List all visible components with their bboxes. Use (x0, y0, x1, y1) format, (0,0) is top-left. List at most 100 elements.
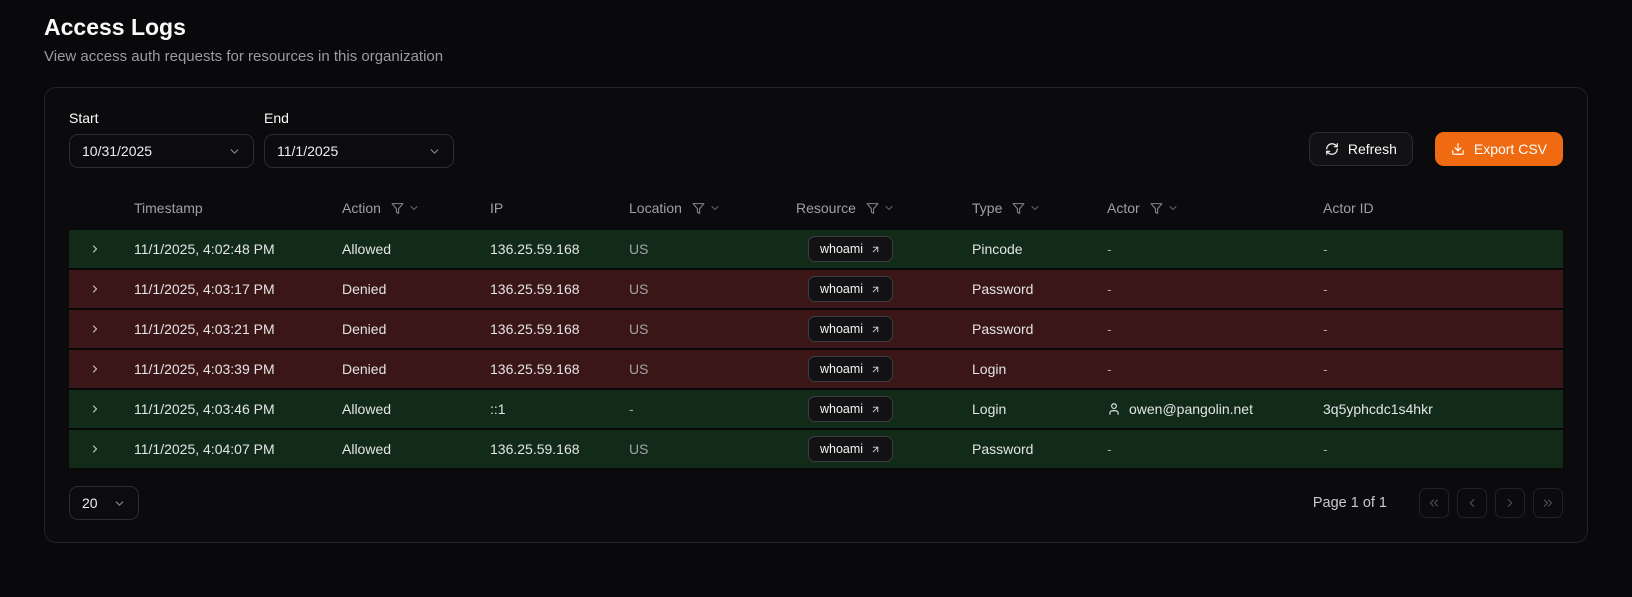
expand-chevron-icon[interactable] (89, 363, 101, 375)
actor-email: owen@pangolin.net (1129, 401, 1253, 417)
cell-location: US (629, 281, 649, 297)
col-actor-label: Actor (1107, 200, 1140, 216)
resource-badge-link[interactable]: whoami (808, 356, 894, 382)
filter-icon (1012, 202, 1025, 214)
col-action-label: Action (342, 200, 381, 216)
table-row[interactable]: 11/1/2025, 4:02:48 PM Allowed 136.25.59.… (69, 230, 1563, 270)
chevron-down-icon (230, 148, 239, 154)
first-page-button[interactable] (1419, 488, 1449, 518)
external-link-icon (872, 366, 879, 372)
chevron-right-icon (1507, 498, 1513, 508)
end-date-value: 11/1/2025 (277, 143, 339, 159)
next-page-button[interactable] (1495, 488, 1525, 518)
page-info: Page 1 of 1 (1312, 495, 1387, 511)
chevron-down-icon (1031, 206, 1039, 210)
user-icon (1109, 403, 1119, 415)
start-date-select[interactable]: 10/31/2025 (69, 134, 254, 168)
expand-chevron-icon[interactable] (89, 283, 101, 295)
table-row[interactable]: 11/1/2025, 4:03:17 PM Denied 136.25.59.1… (69, 270, 1563, 310)
resource-name: whoami (820, 322, 864, 336)
chevron-down-icon (1169, 206, 1177, 210)
resource-name: whoami (820, 442, 864, 456)
col-location-label: Location (629, 200, 682, 216)
end-date-select[interactable]: 11/1/2025 (264, 134, 454, 168)
cell-action: Allowed (342, 401, 392, 417)
col-actor-id-label: Actor ID (1323, 200, 1374, 216)
cell-ip: 136.25.59.168 (490, 441, 580, 457)
refresh-label: Refresh (1347, 141, 1397, 157)
cell-ip: 136.25.59.168 (490, 281, 580, 297)
table-row[interactable]: 11/1/2025, 4:03:21 PM Denied 136.25.59.1… (69, 310, 1563, 350)
cell-action: Denied (342, 321, 387, 337)
chevron-left-icon (1469, 498, 1475, 508)
resource-filter-button[interactable] (866, 202, 895, 215)
chevrons-right-icon (1543, 499, 1553, 507)
expand-chevron-icon[interactable] (89, 323, 101, 335)
logs-card: Start 10/31/2025 End 11/1/2025 (44, 87, 1588, 543)
start-date-group: Start 10/31/2025 (69, 110, 254, 168)
filter-icon (1150, 202, 1163, 214)
chevron-down-icon (430, 148, 439, 154)
col-resource-label: Resource (796, 200, 856, 216)
cell-actor-id: - (1323, 361, 1328, 377)
external-link-icon (872, 286, 879, 292)
type-filter-button[interactable] (1012, 202, 1041, 215)
external-link-icon (872, 406, 879, 412)
table-row[interactable]: 11/1/2025, 4:04:07 PM Allowed 136.25.59.… (69, 430, 1563, 470)
expand-chevron-icon[interactable] (89, 443, 101, 455)
action-filter-button[interactable] (391, 202, 420, 215)
cell-type: Pincode (972, 241, 1023, 257)
page-title: Access Logs (44, 14, 186, 40)
cell-timestamp: 11/1/2025, 4:03:21 PM (134, 321, 275, 337)
table-actions: Refresh Export CSV (1308, 132, 1563, 166)
cell-timestamp: 11/1/2025, 4:02:48 PM (134, 241, 275, 257)
resource-badge-link[interactable]: whoami (808, 236, 894, 262)
cell-actor: - (1107, 281, 1112, 297)
cell-actor-id: - (1323, 321, 1328, 337)
pagination-controls (1419, 488, 1563, 518)
col-location: Location (629, 200, 796, 216)
cell-ip: 136.25.59.168 (490, 321, 580, 337)
col-timestamp-label: Timestamp (134, 200, 203, 216)
page-size-select[interactable]: 20 (69, 486, 139, 520)
external-link-icon (872, 446, 879, 452)
table-row[interactable]: 11/1/2025, 4:03:46 PM Allowed ::1 - whoa… (69, 390, 1563, 430)
col-ip: IP (490, 200, 629, 216)
resource-badge-link[interactable]: whoami (808, 316, 894, 342)
table-row[interactable]: 11/1/2025, 4:03:39 PM Denied 136.25.59.1… (69, 350, 1563, 390)
access-logs-table: Timestamp Action IP Location (69, 186, 1563, 470)
cell-actor: - (1107, 321, 1112, 337)
resource-badge-link[interactable]: whoami (808, 396, 894, 422)
resource-badge-link[interactable]: whoami (808, 436, 894, 462)
filter-icon (866, 202, 879, 214)
refresh-button[interactable]: Refresh (1308, 132, 1413, 166)
resource-badge-link[interactable]: whoami (808, 276, 894, 302)
cell-timestamp: 11/1/2025, 4:04:07 PM (134, 441, 275, 457)
location-filter-button[interactable] (692, 202, 721, 215)
cell-ip: 136.25.59.168 (490, 361, 580, 377)
controls-bar: Start 10/31/2025 End 11/1/2025 (69, 110, 1563, 168)
export-csv-button[interactable]: Export CSV (1434, 132, 1563, 166)
col-actor: Actor (1107, 200, 1323, 216)
date-filters: Start 10/31/2025 End 11/1/2025 (69, 110, 454, 168)
table-header: Timestamp Action IP Location (69, 186, 1563, 230)
cell-type: Login (972, 401, 1007, 417)
cell-actor: - (1107, 441, 1112, 457)
download-icon (1452, 143, 1464, 155)
previous-page-button[interactable] (1457, 488, 1487, 518)
expand-chevron-icon[interactable] (89, 243, 101, 255)
table-footer: 20 Page 1 of 1 (69, 486, 1563, 520)
cell-location: US (629, 361, 649, 377)
expand-chevron-icon[interactable] (89, 403, 101, 415)
external-link-icon (872, 246, 879, 252)
end-date-label: End (264, 110, 289, 126)
resource-name: whoami (820, 282, 864, 296)
last-page-button[interactable] (1533, 488, 1563, 518)
col-ip-label: IP (490, 200, 504, 216)
cell-action: Denied (342, 281, 387, 297)
actor-filter-button[interactable] (1150, 202, 1179, 215)
cell-location: US (629, 241, 649, 257)
cell-actor: owen@pangolin.net (1107, 401, 1323, 417)
cell-location: - (629, 401, 634, 417)
